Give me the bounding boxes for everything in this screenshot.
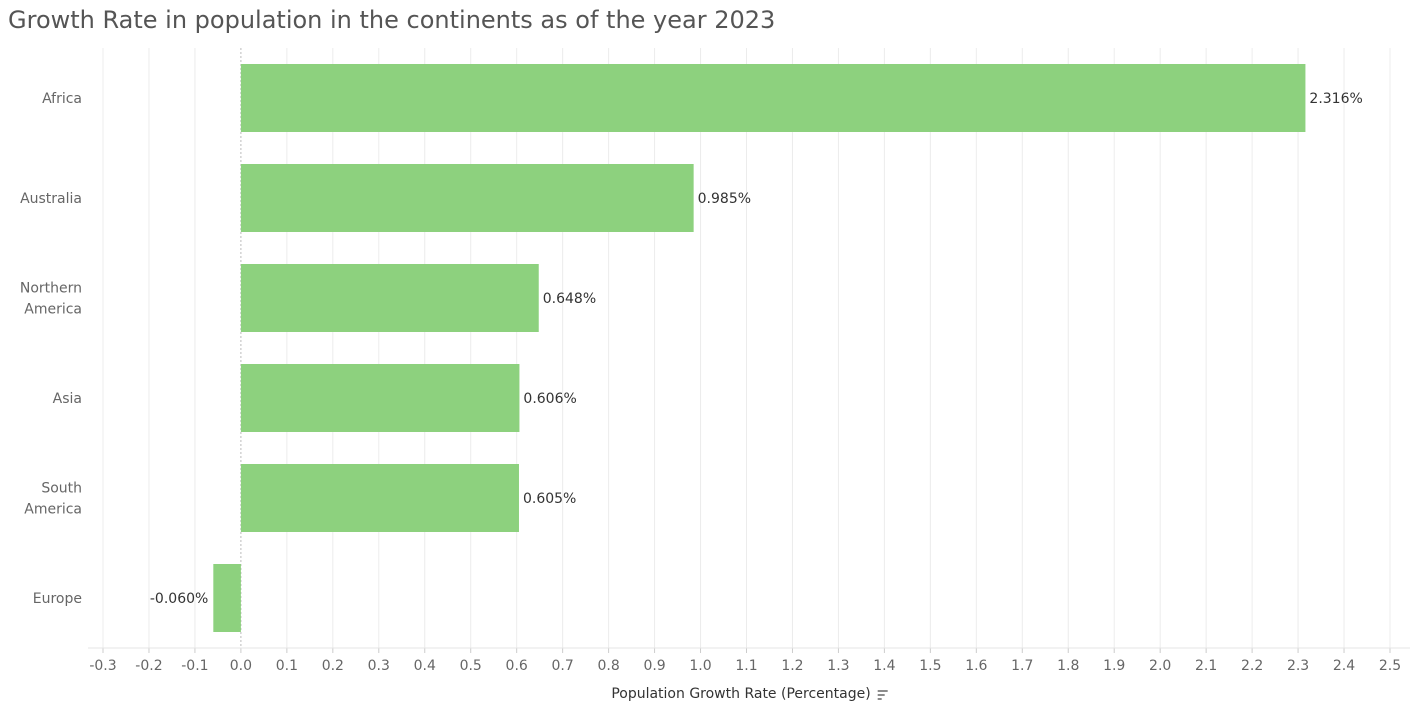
x-tick-label: 0.8 bbox=[597, 658, 619, 674]
bars-layer: 2.316% 0.985% 0.648% 0.606% 0.605% -0.060% bbox=[150, 64, 1363, 632]
category-labels: Africa Australia Northern America Asia South A… bbox=[20, 91, 82, 607]
x-tick-label: 1.2 bbox=[781, 658, 803, 674]
bar[interactable] bbox=[240, 264, 539, 332]
x-tick-label: 0.5 bbox=[460, 658, 482, 674]
x-tick-label: 2.4 bbox=[1333, 658, 1355, 674]
x-tick-label: 1.5 bbox=[919, 658, 941, 674]
sort-descending-icon[interactable] bbox=[877, 689, 889, 701]
grid-layer bbox=[102, 48, 1391, 648]
x-tick-label: 1.7 bbox=[1011, 658, 1033, 674]
x-tick-label: 2.2 bbox=[1241, 658, 1263, 674]
chart-title: Growth Rate in population in the contine… bbox=[8, 6, 776, 34]
x-tick-label: 0.9 bbox=[643, 658, 665, 674]
x-tick-label: 0.4 bbox=[414, 658, 436, 674]
x-tick-label: 1.9 bbox=[1103, 658, 1125, 674]
data-label: -0.060% bbox=[150, 591, 208, 607]
data-label: 0.985% bbox=[698, 191, 751, 207]
x-tick-label: -0.1 bbox=[181, 658, 208, 674]
bar[interactable] bbox=[240, 64, 1306, 132]
category-label: South America bbox=[24, 481, 82, 518]
x-tick-label: 0.1 bbox=[276, 658, 298, 674]
x-tick-label: 1.1 bbox=[735, 658, 757, 674]
x-tick-label: 0.2 bbox=[322, 658, 344, 674]
x-tick-label: 0.3 bbox=[368, 658, 390, 674]
x-tick-label: -0.2 bbox=[135, 658, 162, 674]
bar[interactable] bbox=[240, 164, 694, 232]
x-tick-label: 0.0 bbox=[230, 658, 252, 674]
category-label: Northern America bbox=[20, 281, 82, 318]
data-label: 0.605% bbox=[523, 491, 576, 507]
category-label: Europe bbox=[33, 591, 82, 607]
x-tick-label: -0.3 bbox=[89, 658, 116, 674]
data-label: 0.606% bbox=[523, 391, 576, 407]
x-tick-label: 1.3 bbox=[827, 658, 849, 674]
x-axis-title: Population Growth Rate (Percentage) bbox=[611, 686, 870, 702]
data-label: 0.648% bbox=[543, 291, 596, 307]
x-tick-label: 0.7 bbox=[552, 658, 574, 674]
x-tick-label: 0.6 bbox=[506, 658, 528, 674]
x-tick-label: 2.1 bbox=[1195, 658, 1217, 674]
x-tick-label: 2.3 bbox=[1287, 658, 1309, 674]
x-tick-label: 1.4 bbox=[873, 658, 895, 674]
x-tick-label: 1.0 bbox=[689, 658, 711, 674]
category-label: Asia bbox=[53, 391, 82, 407]
bar[interactable] bbox=[240, 464, 519, 532]
x-tick-label: 1.8 bbox=[1057, 658, 1079, 674]
x-tick-label: 2.0 bbox=[1149, 658, 1171, 674]
category-label: Australia bbox=[20, 191, 82, 207]
x-axis-ticks: -0.3 -0.2 -0.1 0.0 0.1 0.2 0.3 0.4 0.5 0.6 0.7 0.8 0… bbox=[89, 648, 1401, 674]
x-tick-label: 2.5 bbox=[1379, 658, 1401, 674]
data-label: 2.316% bbox=[1309, 91, 1362, 107]
bar[interactable] bbox=[213, 564, 241, 632]
bar[interactable] bbox=[240, 364, 520, 432]
x-tick-label: 1.6 bbox=[965, 658, 987, 674]
category-label: Africa bbox=[42, 91, 82, 107]
